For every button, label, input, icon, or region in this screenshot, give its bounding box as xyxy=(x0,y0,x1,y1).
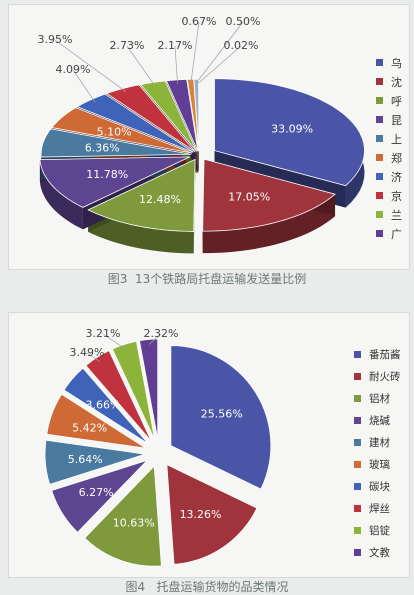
data-label-1-8: 2.73% xyxy=(110,39,145,52)
legend-item-2-4: 建材 xyxy=(354,431,401,453)
legend-item-1-4: 上 xyxy=(376,129,402,148)
chart-panel-2: 25.56% 13.26% 10.63% 6.27% 5.64% 5.42% 3.66% 3.… xyxy=(8,312,410,578)
legend-swatch xyxy=(354,549,361,556)
legend-item-1-9: 广 xyxy=(376,224,402,243)
data-label-1-11: 0.50% xyxy=(226,15,261,28)
legend-swatch xyxy=(354,417,361,424)
chart-caption-2: 图4 托盘运输货物的品类情况 xyxy=(0,578,414,595)
legend-item-1-1: 沈 xyxy=(376,72,402,91)
legend-item-1-6: 济 xyxy=(376,167,402,186)
legend-swatch xyxy=(376,97,383,104)
pie-chart-1: 33.09% 17.05% 12.48% 11.78% 6.36% 5.10% 4.09% 3… xyxy=(9,5,409,269)
legend-item-1-7: 京 xyxy=(376,186,402,205)
legend-label: 沈 xyxy=(391,74,402,90)
chart-panel-1: 33.09% 17.05% 12.48% 11.78% 6.36% 5.10% 4.09% 3… xyxy=(8,4,410,270)
legend-label: 铝材 xyxy=(369,391,390,406)
legend-item-1-5: 郑 xyxy=(376,148,402,167)
legend-swatch xyxy=(354,527,361,534)
data-label-2-7: 3.49% xyxy=(70,346,105,359)
legend-label: 铝锭 xyxy=(369,523,390,538)
data-label-1-10: 0.67% xyxy=(182,15,217,28)
legend-label: 玻璃 xyxy=(369,457,390,472)
legend-item-2-6: 碳块 xyxy=(354,475,401,497)
legend-label: 郑 xyxy=(391,150,402,166)
data-label-1-12: 0.02% xyxy=(224,39,259,52)
data-label-1-4: 6.36% xyxy=(85,141,120,154)
legend-label: 文教 xyxy=(369,545,390,560)
legend-swatch xyxy=(354,505,361,512)
data-label-2-9: 2.32% xyxy=(144,327,179,340)
legend-swatch xyxy=(354,439,361,446)
legend-label: 上 xyxy=(391,131,402,147)
legend-label: 乌 xyxy=(391,55,402,71)
legend-1: 乌沈呼昆上郑济京兰广 xyxy=(376,53,402,243)
legend-swatch xyxy=(354,373,361,380)
data-label-2-2: 10.63% xyxy=(113,517,155,530)
data-label-2-4: 5.64% xyxy=(68,453,103,466)
legend-label: 耐火砖 xyxy=(369,369,401,384)
legend-label: 建材 xyxy=(369,435,390,450)
data-label-1-9: 2.17% xyxy=(158,39,193,52)
data-label-2-5: 5.42% xyxy=(72,421,107,434)
data-label-1-5: 5.10% xyxy=(97,126,132,139)
legend-label: 广 xyxy=(391,226,402,242)
data-label-1-1: 17.05% xyxy=(228,190,270,203)
legend-swatch xyxy=(354,461,361,468)
legend-swatch xyxy=(376,59,383,66)
legend-label: 番茄酱 xyxy=(369,347,401,362)
data-label-2-6: 3.66% xyxy=(86,399,121,412)
legend-swatch xyxy=(354,395,361,402)
legend-swatch xyxy=(376,116,383,123)
legend-swatch xyxy=(354,483,361,490)
legend-label: 昆 xyxy=(391,112,402,128)
legend-label: 烧碱 xyxy=(369,413,390,428)
chart-caption-1: 图3 13个铁路局托盘运输发送量比例 xyxy=(0,270,414,287)
legend-label: 呼 xyxy=(391,93,402,109)
leader-line-1-10 xyxy=(191,22,199,83)
legend-item-2-7: 焊丝 xyxy=(354,497,401,519)
legend-item-2-8: 铝锭 xyxy=(354,519,401,541)
legend-label: 碳块 xyxy=(369,479,390,494)
legend-item-2-3: 烧碱 xyxy=(354,409,401,431)
legend-item-2-2: 铝材 xyxy=(354,387,401,409)
legend-swatch xyxy=(376,173,383,180)
legend-2: 番茄酱耐火砖铝材烧碱建材玻璃碳块焊丝铝锭文教 xyxy=(354,343,401,563)
legend-item-2-9: 文教 xyxy=(354,541,401,563)
data-label-1-6: 4.09% xyxy=(56,63,91,76)
legend-item-1-8: 兰 xyxy=(376,205,402,224)
legend-swatch xyxy=(376,211,383,218)
data-label-1-0: 33.09% xyxy=(271,123,313,136)
legend-swatch xyxy=(354,351,361,358)
legend-item-2-0: 番茄酱 xyxy=(354,343,401,365)
legend-label: 兰 xyxy=(391,207,402,223)
legend-swatch xyxy=(376,135,383,142)
data-label-2-8: 3.21% xyxy=(86,327,121,340)
legend-label: 焊丝 xyxy=(369,501,390,516)
data-label-1-3: 11.78% xyxy=(86,168,128,181)
data-label-1-7: 3.95% xyxy=(38,33,73,46)
leader-line-1-11 xyxy=(196,22,243,83)
legend-item-1-2: 呼 xyxy=(376,91,402,110)
legend-item-2-1: 耐火砖 xyxy=(354,365,401,387)
pie-chart-2: 25.56% 13.26% 10.63% 6.27% 5.64% 5.42% 3.66% 3.… xyxy=(9,313,409,577)
data-label-2-3: 6.27% xyxy=(79,486,114,499)
legend-item-2-5: 玻璃 xyxy=(354,453,401,475)
legend-swatch xyxy=(376,230,383,237)
legend-swatch xyxy=(376,78,383,85)
data-label-2-0: 25.56% xyxy=(201,408,243,421)
data-label-1-2: 12.48% xyxy=(139,193,181,206)
legend-label: 京 xyxy=(391,188,402,204)
legend-swatch xyxy=(376,192,383,199)
data-label-2-1: 13.26% xyxy=(180,508,222,521)
legend-swatch xyxy=(376,154,383,161)
legend-item-1-3: 昆 xyxy=(376,110,402,129)
legend-item-1-0: 乌 xyxy=(376,53,402,72)
legend-label: 济 xyxy=(391,169,402,185)
